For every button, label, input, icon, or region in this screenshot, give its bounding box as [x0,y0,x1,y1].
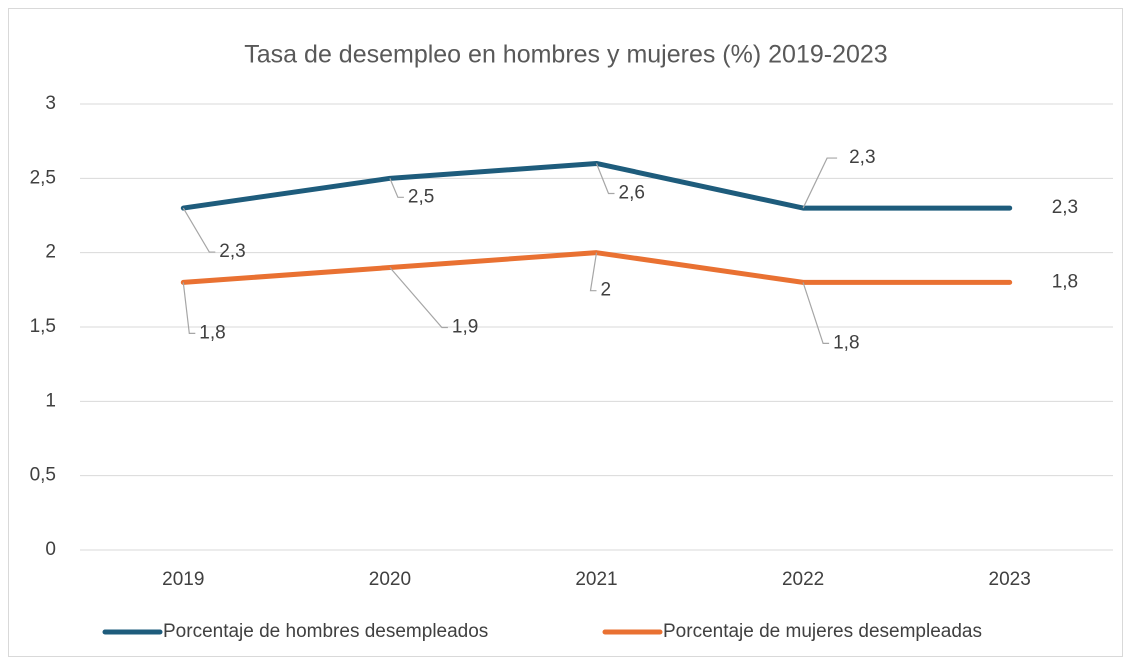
y-tick-label: 0,5 [30,465,56,486]
legend-label: Porcentaje de hombres desempleados [163,621,488,642]
data-label: 2,5 [408,186,434,207]
data-label: 1,8 [1052,271,1078,292]
data-label: 1,8 [199,322,225,343]
y-tick-label: 2 [45,242,56,263]
leader-line [389,178,404,198]
leader-line [389,267,448,329]
leader-line [802,157,838,209]
data-label: 2,3 [849,147,875,168]
x-tick-label: 2021 [575,569,617,590]
y-tick-label: 3 [45,93,56,114]
y-tick-label: 1,5 [30,316,56,337]
y-tick-label: 0 [45,539,56,560]
x-tick-label: 2022 [782,569,824,590]
x-tick-label: 2020 [369,569,411,590]
leader-line [182,207,216,253]
leader-line [589,252,598,292]
x-tick-label: 2019 [162,569,204,590]
x-tick-label: 2023 [989,569,1031,590]
legend-label: Porcentaje de mujeres desempleadas [663,621,982,642]
data-label: 1,9 [452,317,478,338]
data-label: 2,3 [1052,197,1078,218]
y-tick-label: 1 [45,390,56,411]
chart-title: Tasa de desempleo en hombres y mujeres (… [244,41,887,69]
chart-border [8,8,1123,657]
y-tick-label: 2,5 [30,167,56,188]
data-label: 2 [601,280,612,301]
leader-line [802,282,830,344]
data-label: 2,3 [219,241,245,262]
leader-line [595,163,615,195]
leader-line [182,282,196,334]
data-label: 1,8 [833,332,859,353]
data-label: 2,6 [619,182,645,203]
